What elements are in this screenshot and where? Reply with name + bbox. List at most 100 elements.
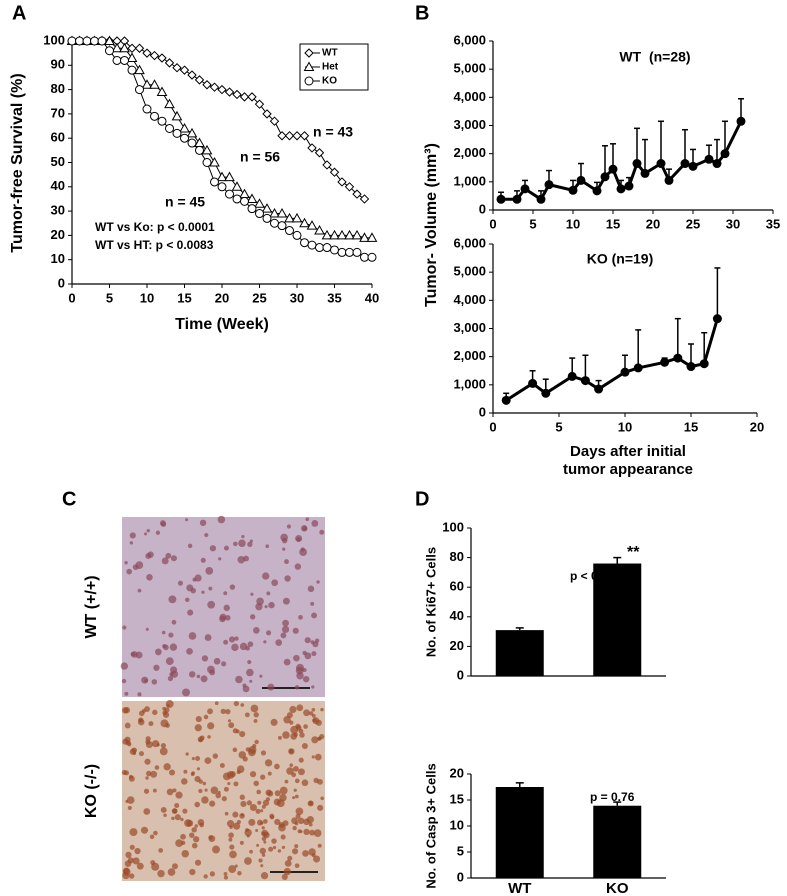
nucleus [292, 825, 297, 831]
marker [127, 65, 137, 75]
y-tick-label: 90 [51, 57, 65, 72]
nucleus [260, 750, 267, 756]
legend-label: WT [322, 48, 338, 59]
marker [344, 182, 355, 192]
nucleus [279, 786, 288, 795]
y-tick-label: 80 [450, 549, 464, 564]
y-tick-label: 60 [450, 579, 464, 594]
marker [352, 189, 362, 199]
nucleus [172, 788, 177, 793]
nucleus [129, 541, 134, 545]
y-tick-label: 3,000 [453, 320, 486, 335]
nucleus [265, 789, 272, 796]
nucleus [124, 691, 129, 696]
nucleus [132, 857, 140, 865]
nucleus [152, 788, 157, 793]
marker [246, 193, 258, 203]
nucleus [171, 816, 175, 821]
marker [292, 131, 302, 141]
marker [501, 395, 511, 405]
nucleus [284, 575, 291, 582]
nucleus [223, 875, 229, 880]
nucleus [167, 675, 174, 682]
nucleus [215, 792, 221, 799]
nucleus [141, 676, 149, 684]
nucleus [293, 788, 297, 792]
marker [660, 357, 670, 367]
nucleus [162, 644, 167, 649]
marker [544, 180, 554, 190]
nucleus [317, 804, 324, 811]
y-tick-label: 6,000 [453, 32, 486, 47]
nucleus [197, 819, 205, 826]
marker [720, 149, 730, 159]
nucleus [296, 663, 304, 672]
x-tick-label: 30 [726, 216, 740, 231]
nucleus [135, 651, 143, 659]
nucleus [257, 800, 262, 805]
nucleus [269, 813, 275, 819]
marker [300, 238, 309, 248]
nucleus [280, 533, 288, 542]
nucleus [149, 834, 155, 840]
nucleus [138, 751, 145, 757]
y-tick-label: 100 [442, 519, 464, 534]
x-axis-label: Days after initial [570, 443, 686, 460]
nucleus [207, 735, 211, 739]
nucleus [201, 590, 205, 594]
nucleus [304, 637, 311, 644]
nucleus [260, 809, 264, 813]
nucleus [248, 745, 257, 754]
nucleus [241, 535, 245, 539]
x-tick-label: 25 [686, 216, 700, 231]
y-tick-label: 40 [450, 608, 464, 623]
y-axis-label: Tumor- Volume (mm³) [423, 143, 440, 307]
x-tick-label: WT [508, 880, 531, 896]
nucleus [231, 643, 239, 652]
nucleus [261, 826, 265, 830]
nucleus [203, 874, 208, 879]
nucleus [296, 725, 302, 731]
marker [536, 194, 546, 204]
nucleus [204, 532, 209, 538]
marker [592, 186, 602, 196]
marker [344, 229, 355, 240]
nucleus [151, 679, 158, 685]
marker [496, 194, 506, 204]
nucleus [303, 828, 310, 835]
nucleus [129, 844, 135, 850]
legend-marker [304, 48, 314, 58]
marker [576, 175, 586, 185]
nucleus [217, 515, 226, 524]
nucleus [302, 675, 310, 683]
marker [195, 145, 204, 155]
nucleus [292, 848, 299, 855]
x-tick-label: 0 [489, 419, 496, 434]
annotation: ** [627, 544, 640, 561]
marker [307, 143, 317, 153]
marker [225, 189, 234, 199]
nucleus [308, 822, 313, 827]
nucleus [123, 706, 131, 714]
nucleus [196, 767, 201, 771]
nucleus [274, 790, 281, 797]
nucleus [317, 843, 322, 848]
nucleus [228, 832, 234, 838]
nucleus [310, 601, 315, 606]
nucleus [300, 547, 305, 552]
marker [307, 240, 317, 250]
nucleus [198, 788, 203, 794]
marker [594, 384, 604, 394]
marker [75, 36, 84, 46]
marker [67, 36, 77, 46]
nucleus [307, 585, 315, 593]
bar [593, 805, 642, 878]
nucleus [294, 563, 302, 570]
nucleus [260, 872, 269, 880]
nucleus [275, 639, 283, 646]
nucleus [316, 580, 320, 584]
panel-label: D [415, 488, 429, 510]
nucleus [280, 632, 287, 639]
marker [209, 82, 220, 92]
nucleus [165, 657, 174, 666]
